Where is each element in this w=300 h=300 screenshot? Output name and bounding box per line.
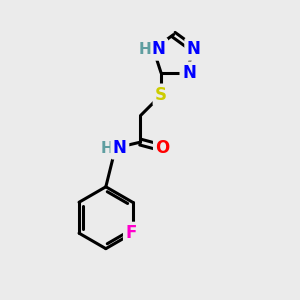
Text: S: S [155, 86, 167, 104]
Text: O: O [155, 139, 170, 157]
Text: H: H [100, 140, 113, 155]
Text: N: N [187, 40, 201, 58]
Text: H: H [139, 42, 152, 57]
Text: F: F [125, 224, 137, 242]
Text: N: N [113, 139, 127, 157]
Text: N: N [152, 40, 166, 58]
Text: N: N [182, 64, 196, 82]
